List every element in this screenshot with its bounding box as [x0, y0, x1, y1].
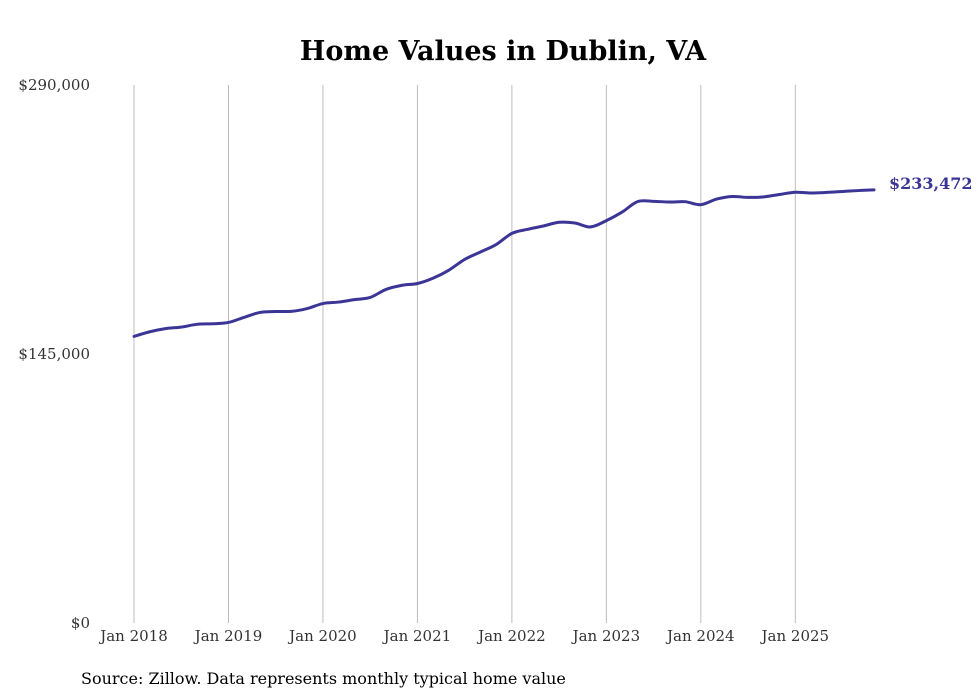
series-group — [132, 188, 876, 338]
x-tick-label: Jan 2020 — [287, 627, 357, 645]
source-note: Source: Zillow. Data represents monthly … — [81, 669, 566, 688]
y-tick-label: $0 — [71, 614, 90, 632]
gridlines — [133, 85, 796, 623]
chart-title: Home Values in Dublin, VA — [300, 36, 707, 67]
y-tick-label: $145,000 — [18, 345, 90, 363]
x-tick-label: Jan 2024 — [665, 627, 735, 645]
x-tick-label: Jan 2019 — [193, 627, 263, 645]
x-tick-label: Jan 2021 — [382, 627, 452, 645]
end-value-label: $233,472 — [889, 174, 973, 193]
series-line — [132, 188, 876, 338]
x-tick-label: Jan 2018 — [98, 627, 168, 645]
y-tick-label: $290,000 — [18, 76, 90, 94]
y-axis: $0 $145,000 $290,000 — [18, 76, 90, 632]
x-tick-label: Jan 2022 — [476, 627, 546, 645]
x-axis: Jan 2018 Jan 2019 Jan 2020 Jan 2021 Jan 2022… — [98, 627, 829, 645]
x-tick-label: Jan 2025 — [760, 627, 830, 645]
x-tick-label: Jan 2023 — [571, 627, 641, 645]
